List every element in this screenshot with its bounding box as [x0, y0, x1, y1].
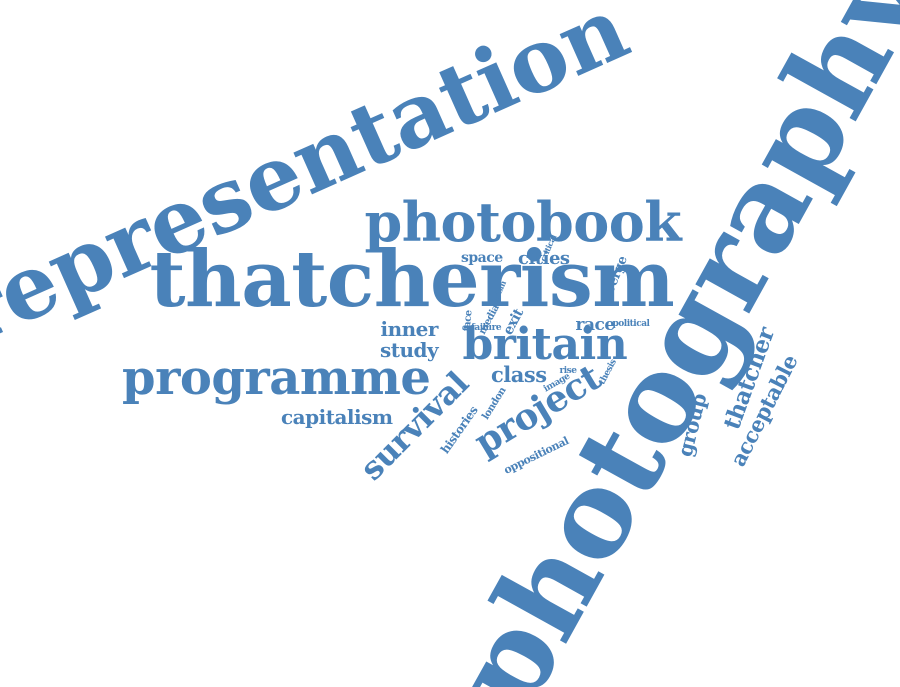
word-cities: cities — [518, 248, 570, 269]
word-space: space — [461, 250, 503, 266]
word-class: class — [491, 361, 547, 387]
word-study: study — [380, 338, 439, 362]
word-capitalism: capitalism — [281, 405, 393, 429]
word-race: race — [575, 314, 616, 335]
word-britain: britain — [462, 319, 628, 370]
word-thatcherism: thatcherism — [149, 234, 675, 325]
word-programme: programme — [122, 350, 431, 406]
word-failure: failure — [471, 322, 502, 333]
word-face: face — [461, 309, 475, 333]
word-inner: inner — [380, 317, 439, 341]
word-photobook: photobook — [364, 190, 682, 254]
word-rise: rise — [559, 365, 577, 376]
word-political: political — [612, 318, 650, 329]
